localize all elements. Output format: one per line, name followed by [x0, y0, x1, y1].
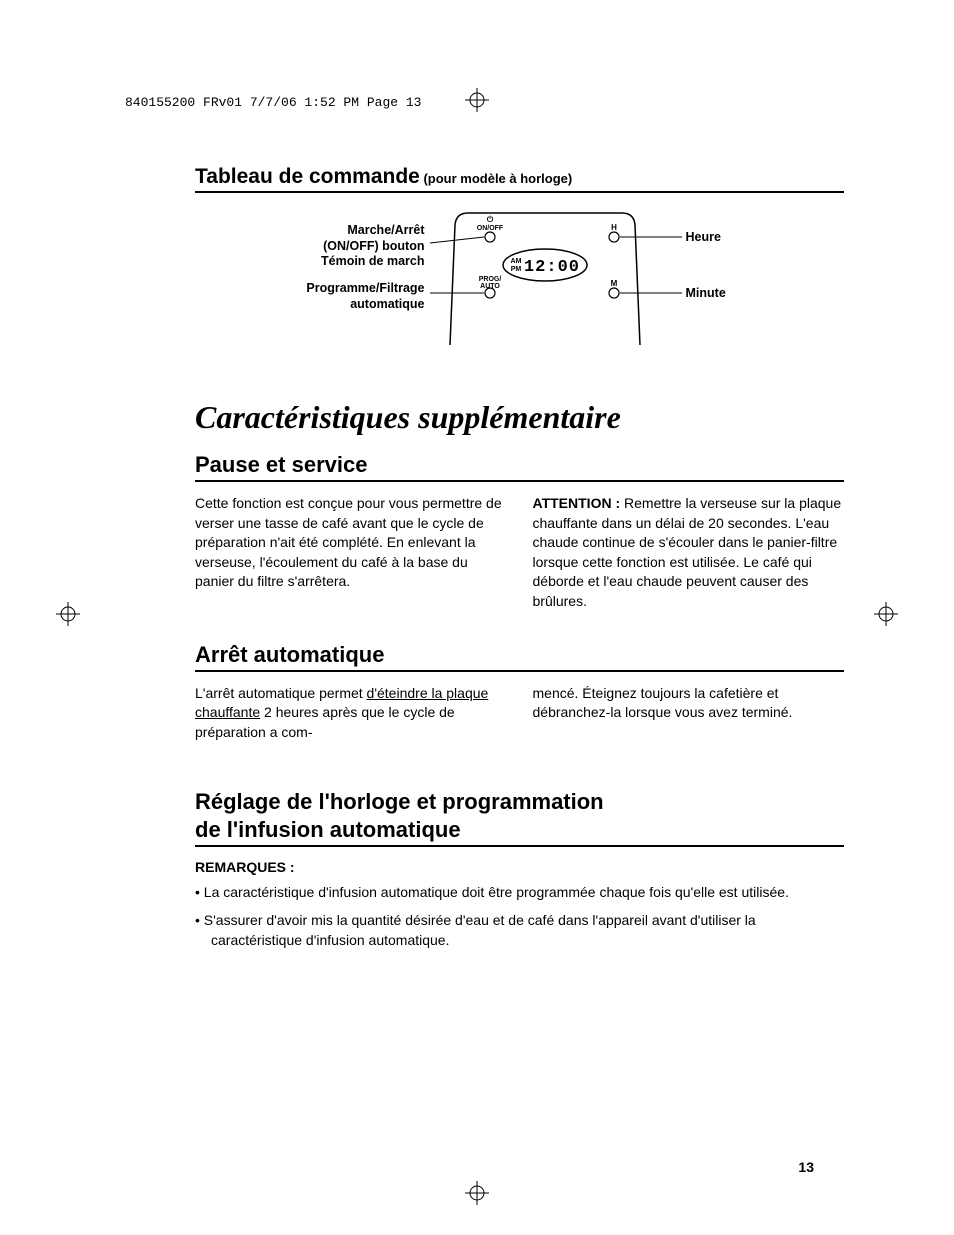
pause-col2: ATTENTION : Remettre la verseuse sur la … — [533, 494, 845, 612]
svg-text:M: M — [610, 279, 617, 288]
page: 840155200 FRv01 7/7/06 1:52 PM Page 13 T… — [0, 0, 954, 1235]
svg-text:H: H — [611, 223, 617, 232]
svg-text:ON/OFF: ON/OFF — [476, 225, 503, 232]
arret-body: L'arrêt automatique permet d'éteindre la… — [195, 684, 844, 743]
pause-body: Cette fonction est conçue pour vous perm… — [195, 494, 844, 612]
svg-text:AUTO: AUTO — [480, 283, 500, 290]
svg-text:PM: PM — [510, 266, 521, 273]
panel-heading-sub: (pour modèle à horloge) — [420, 171, 572, 186]
panel-heading: Tableau de commande — [195, 165, 420, 188]
diagram-label-prog: Programme/Filtrage automatique — [270, 281, 425, 312]
arret-col2: mencé. Éteignez toujours la cafetière et… — [533, 684, 845, 723]
control-panel-diagram: ⏻ ON/OFF PROG/ AUTO H M AM PM 12:00 Marc… — [290, 205, 750, 365]
reglage-heading: Réglage de l'horloge et programmation de… — [195, 788, 844, 847]
diagram-label-onoff: Marche/Arrêt (ON/OFF) bouton Témoin de m… — [270, 223, 425, 270]
registration-mark-icon — [56, 602, 80, 626]
panel-heading-row: Tableau de commande (pour modèle à horlo… — [195, 165, 844, 193]
list-item: La caractéristique d'infusion automatiqu… — [195, 883, 844, 903]
svg-text:12:00: 12:00 — [523, 258, 579, 277]
diagram-label-minute: Minute — [686, 286, 726, 302]
registration-mark-icon — [465, 1181, 489, 1205]
prepress-header: 840155200 FRv01 7/7/06 1:52 PM Page 13 — [125, 95, 421, 110]
registration-mark-icon — [874, 602, 898, 626]
registration-mark-icon — [465, 88, 489, 112]
pause-heading: Pause et service — [195, 452, 844, 482]
list-item: S'assurer d'avoir mis la quantité désiré… — [195, 911, 844, 950]
arret-heading: Arrêt automatique — [195, 642, 844, 672]
arret-col1: L'arrêt automatique permet d'éteindre la… — [195, 684, 507, 743]
remarks-list: La caractéristique d'infusion automatiqu… — [195, 883, 844, 950]
page-number: 13 — [798, 1159, 814, 1175]
diagram-label-heure: Heure — [686, 230, 721, 246]
main-title: Caractéristiques supplémentaire — [195, 399, 844, 436]
pause-col1: Cette fonction est conçue pour vous perm… — [195, 494, 507, 592]
svg-text:PROG/: PROG/ — [478, 276, 501, 283]
svg-text:⏻: ⏻ — [486, 215, 493, 224]
content-area: Tableau de commande (pour modèle à horlo… — [195, 165, 844, 958]
svg-text:AM: AM — [510, 258, 521, 265]
remarks-label: REMARQUES : — [195, 859, 844, 875]
